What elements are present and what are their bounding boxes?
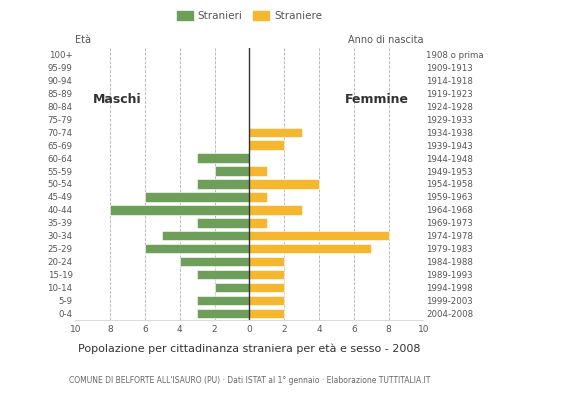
Bar [197, 218, 249, 228]
Bar [180, 257, 249, 266]
Bar [249, 231, 389, 240]
Legend: Stranieri, Straniere: Stranieri, Straniere [173, 7, 326, 26]
Bar [249, 218, 267, 228]
Bar [249, 257, 284, 266]
Text: Femmine: Femmine [345, 93, 409, 106]
Bar [249, 166, 267, 176]
Bar [162, 231, 249, 240]
Bar [145, 192, 249, 202]
Bar [197, 179, 249, 189]
Bar [249, 205, 302, 214]
Bar [110, 205, 249, 214]
Bar [197, 270, 249, 279]
Text: Anno di nascita: Anno di nascita [348, 35, 423, 45]
Bar [249, 128, 302, 137]
Bar [249, 192, 267, 202]
Text: Età: Età [75, 35, 92, 45]
Bar [249, 283, 284, 292]
Bar [215, 166, 249, 176]
Text: Maschi: Maschi [93, 93, 142, 106]
Bar [249, 270, 284, 279]
Bar [197, 296, 249, 305]
Bar [215, 283, 249, 292]
Bar [249, 296, 284, 305]
Bar [197, 309, 249, 318]
Bar [249, 179, 319, 189]
Text: COMUNE DI BELFORTE ALL'ISAURO (PU) · Dati ISTAT al 1° gennaio · Elaborazione TUT: COMUNE DI BELFORTE ALL'ISAURO (PU) · Dat… [68, 376, 430, 385]
Text: Popolazione per cittadinanza straniera per età e sesso - 2008: Popolazione per cittadinanza straniera p… [78, 344, 420, 354]
Bar [249, 244, 371, 254]
Bar [197, 154, 249, 163]
Bar [249, 140, 284, 150]
Bar [145, 244, 249, 254]
Bar [249, 309, 284, 318]
